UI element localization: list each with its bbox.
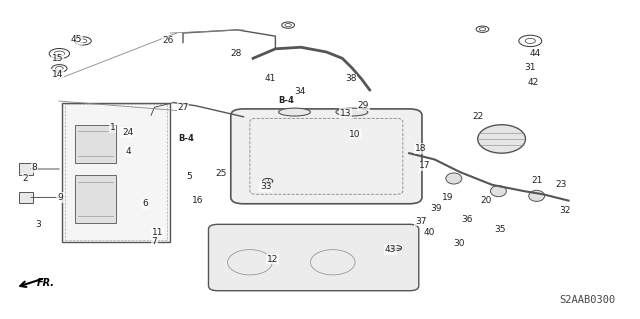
Bar — [19, 192, 33, 203]
Text: 19: 19 — [442, 193, 453, 202]
Text: 12: 12 — [266, 255, 278, 263]
Ellipse shape — [278, 108, 310, 116]
Text: 31: 31 — [525, 63, 536, 72]
Text: 17: 17 — [419, 161, 431, 170]
Text: 5: 5 — [186, 172, 192, 182]
Text: 39: 39 — [430, 204, 442, 213]
Text: 42: 42 — [528, 78, 539, 86]
Text: 22: 22 — [472, 112, 484, 121]
Text: 32: 32 — [559, 206, 571, 215]
Text: 38: 38 — [345, 74, 356, 83]
Text: 30: 30 — [453, 239, 465, 248]
Text: 24: 24 — [122, 128, 133, 137]
Text: 25: 25 — [216, 169, 227, 178]
Text: 34: 34 — [294, 87, 305, 96]
Text: 10: 10 — [349, 130, 361, 139]
Text: 13: 13 — [340, 109, 351, 118]
Text: 33: 33 — [260, 182, 271, 191]
Text: 1: 1 — [110, 123, 116, 132]
Text: 15: 15 — [52, 54, 63, 63]
Text: 20: 20 — [480, 196, 492, 205]
Text: 37: 37 — [415, 217, 426, 226]
Text: 4: 4 — [126, 147, 132, 156]
Text: 14: 14 — [52, 70, 63, 78]
Text: 35: 35 — [494, 225, 506, 234]
Text: 9: 9 — [57, 193, 63, 202]
Text: 45: 45 — [71, 35, 83, 44]
Text: 43: 43 — [385, 245, 396, 254]
Text: 23: 23 — [555, 180, 566, 189]
Bar — [75, 125, 116, 163]
Text: 27: 27 — [177, 103, 189, 112]
Ellipse shape — [490, 186, 506, 197]
Text: 8: 8 — [31, 163, 37, 172]
Text: 28: 28 — [230, 49, 241, 58]
Ellipse shape — [477, 125, 525, 153]
Bar — [19, 163, 33, 175]
Text: B-4: B-4 — [278, 97, 294, 106]
Text: B-4: B-4 — [179, 134, 194, 144]
Text: 36: 36 — [461, 215, 472, 224]
Ellipse shape — [446, 173, 462, 184]
Text: 7: 7 — [152, 237, 157, 246]
Text: 18: 18 — [415, 144, 426, 153]
FancyBboxPatch shape — [231, 109, 422, 204]
Bar — [65, 104, 167, 240]
Text: 21: 21 — [531, 175, 542, 185]
Ellipse shape — [336, 108, 368, 116]
Text: 41: 41 — [264, 74, 276, 83]
Text: FR.: FR. — [36, 278, 54, 288]
FancyBboxPatch shape — [209, 224, 419, 291]
Text: 26: 26 — [163, 36, 174, 45]
Text: 2: 2 — [23, 174, 28, 183]
Text: 3: 3 — [35, 220, 41, 229]
Text: 16: 16 — [192, 196, 204, 205]
Text: S2AAB0300: S2AAB0300 — [559, 295, 616, 305]
Text: 29: 29 — [358, 101, 369, 110]
Bar — [75, 175, 116, 223]
Text: 40: 40 — [424, 228, 435, 237]
Text: 6: 6 — [142, 199, 148, 208]
Ellipse shape — [529, 190, 545, 201]
Bar — [62, 103, 170, 242]
Text: 44: 44 — [530, 49, 541, 58]
Text: 11: 11 — [152, 228, 163, 237]
